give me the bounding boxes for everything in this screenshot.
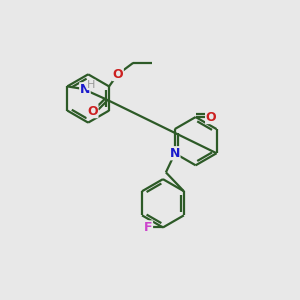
Text: O: O (112, 68, 123, 80)
Text: O: O (87, 105, 98, 118)
Text: H: H (87, 80, 96, 90)
Text: O: O (206, 110, 216, 124)
Text: N: N (169, 147, 180, 160)
Text: N: N (80, 83, 90, 96)
Text: F: F (144, 221, 152, 234)
